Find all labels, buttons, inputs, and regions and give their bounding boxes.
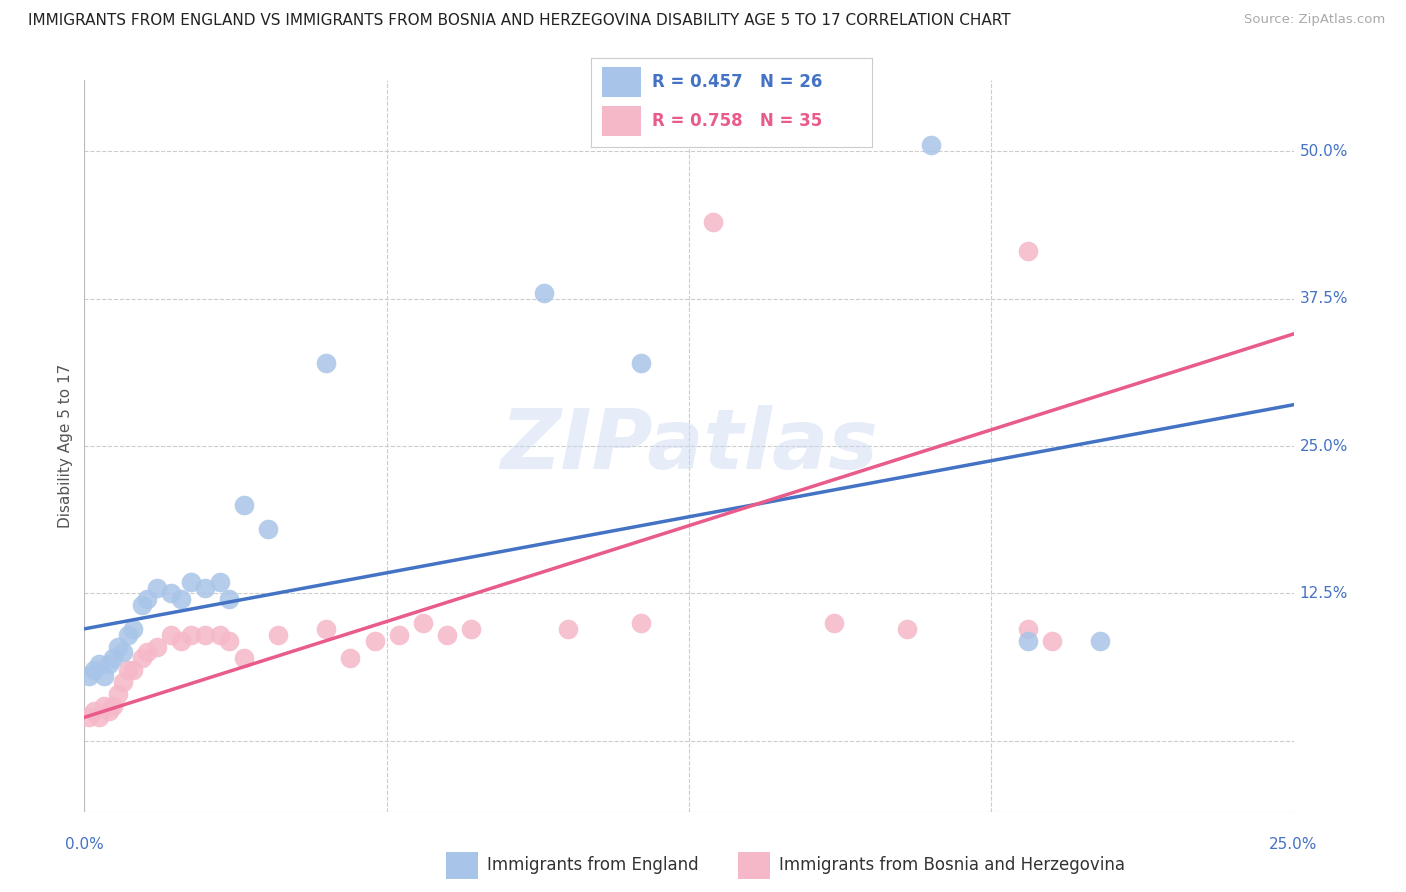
Point — [180, 574, 202, 589]
Bar — [738, 852, 770, 879]
Point — [97, 657, 120, 672]
Point — [1088, 633, 1111, 648]
Point — [97, 705, 120, 719]
Point — [136, 592, 159, 607]
Bar — [602, 67, 641, 97]
Point — [194, 628, 217, 642]
Point — [1040, 633, 1063, 648]
Bar — [602, 106, 641, 136]
Point — [630, 356, 652, 370]
Point — [233, 651, 256, 665]
Text: 50.0%: 50.0% — [1299, 144, 1348, 159]
Point — [146, 581, 169, 595]
Point — [107, 640, 129, 654]
Point — [218, 592, 240, 607]
Point — [1017, 633, 1039, 648]
Text: 0.0%: 0.0% — [65, 837, 104, 852]
Point — [136, 645, 159, 659]
Point — [146, 640, 169, 654]
Point — [533, 285, 555, 300]
Point — [702, 215, 724, 229]
Text: 25.0%: 25.0% — [1270, 837, 1317, 852]
Point — [131, 599, 153, 613]
Point — [93, 698, 115, 713]
Point — [103, 698, 125, 713]
Point — [121, 622, 143, 636]
Point — [117, 628, 139, 642]
Text: 25.0%: 25.0% — [1299, 439, 1348, 453]
Text: 12.5%: 12.5% — [1299, 586, 1348, 601]
Point — [160, 586, 183, 600]
Point — [1017, 622, 1039, 636]
Point — [180, 628, 202, 642]
Point — [557, 622, 579, 636]
Point — [436, 628, 458, 642]
Point — [117, 663, 139, 677]
Point — [218, 633, 240, 648]
Point — [170, 633, 193, 648]
Point — [233, 498, 256, 512]
Point — [194, 581, 217, 595]
Bar — [446, 852, 478, 879]
Point — [208, 628, 231, 642]
Point — [103, 651, 125, 665]
Point — [112, 675, 135, 690]
Point — [131, 651, 153, 665]
Text: IMMIGRANTS FROM ENGLAND VS IMMIGRANTS FROM BOSNIA AND HERZEGOVINA DISABILITY AGE: IMMIGRANTS FROM ENGLAND VS IMMIGRANTS FR… — [28, 13, 1011, 29]
Text: Immigrants from England: Immigrants from England — [486, 856, 699, 874]
Point — [388, 628, 411, 642]
Point — [208, 574, 231, 589]
Point — [160, 628, 183, 642]
Text: 37.5%: 37.5% — [1299, 291, 1348, 306]
Point — [257, 522, 280, 536]
Text: ZIPatlas: ZIPatlas — [501, 406, 877, 486]
Point — [267, 628, 290, 642]
Point — [363, 633, 385, 648]
Text: Immigrants from Bosnia and Herzegovina: Immigrants from Bosnia and Herzegovina — [779, 856, 1125, 874]
Point — [77, 710, 100, 724]
Point — [93, 669, 115, 683]
Point — [412, 615, 434, 630]
Text: R = 0.457   N = 26: R = 0.457 N = 26 — [652, 73, 823, 91]
Point — [823, 615, 845, 630]
Point — [896, 622, 918, 636]
Point — [339, 651, 361, 665]
Point — [112, 645, 135, 659]
Text: R = 0.758   N = 35: R = 0.758 N = 35 — [652, 112, 823, 130]
Point — [83, 705, 105, 719]
Point — [170, 592, 193, 607]
Point — [315, 622, 337, 636]
Point — [315, 356, 337, 370]
Point — [630, 615, 652, 630]
Point — [87, 657, 110, 672]
Point — [920, 138, 942, 153]
Point — [460, 622, 482, 636]
Text: Source: ZipAtlas.com: Source: ZipAtlas.com — [1244, 13, 1385, 27]
Point — [77, 669, 100, 683]
Point — [1017, 244, 1039, 259]
Point — [107, 687, 129, 701]
Point — [83, 663, 105, 677]
Point — [121, 663, 143, 677]
Y-axis label: Disability Age 5 to 17: Disability Age 5 to 17 — [58, 364, 73, 528]
Point — [87, 710, 110, 724]
